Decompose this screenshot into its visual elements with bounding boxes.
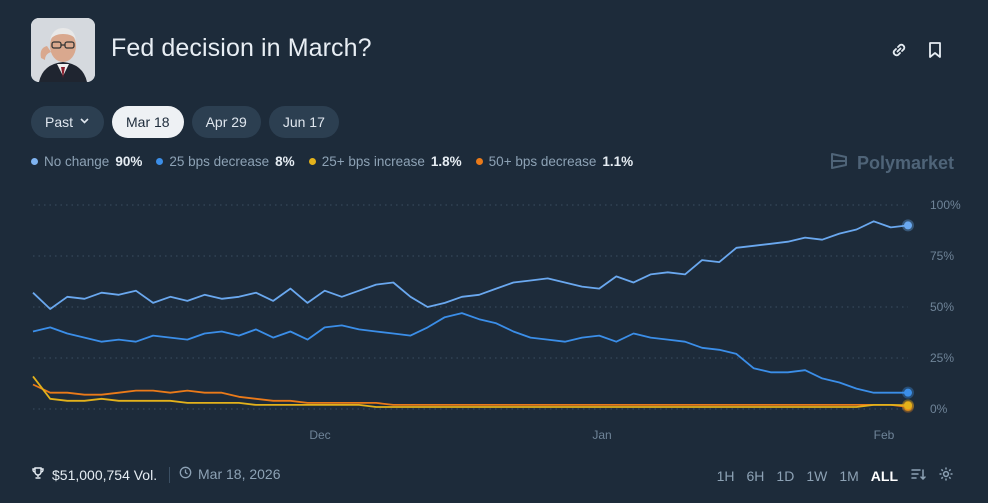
volume-info: $51,000,754 Vol. xyxy=(31,466,157,483)
tab-label: Jun 17 xyxy=(282,114,325,130)
x-tick-label: Jan xyxy=(592,428,611,442)
end-date: Mar 18, 2026 xyxy=(179,466,281,482)
tab-label: Past xyxy=(45,114,74,130)
series-line xyxy=(32,220,909,310)
bookmark-icon[interactable] xyxy=(925,40,945,60)
market-avatar xyxy=(31,18,95,82)
legend-value: 90% xyxy=(115,154,143,169)
volume-text: $51,000,754 Vol. xyxy=(52,466,158,483)
legend-value: 8% xyxy=(275,154,295,169)
legend-label: 50+ bps decrease xyxy=(488,154,597,169)
tab-label: Apr 29 xyxy=(205,114,247,130)
footer-divider xyxy=(169,467,170,483)
chart-footer: $51,000,754 Vol. Mar 18, 2026 1H 6H 1D 1… xyxy=(31,466,954,486)
legend-item-25bps-decrease: 25 bps decrease 8% xyxy=(156,154,295,169)
time-range-selector: 1H 6H 1D 1W 1M ALL xyxy=(717,466,954,485)
legend-dot xyxy=(308,158,316,165)
legend-dot xyxy=(475,158,483,165)
tab-apr-29[interactable]: Apr 29 xyxy=(191,106,261,138)
y-tick-label: 50% xyxy=(930,300,954,314)
range-1d[interactable]: 1D xyxy=(776,467,795,484)
range-1w[interactable]: 1W xyxy=(806,467,828,484)
series-end-point xyxy=(904,388,912,397)
brand-name: Polymarket xyxy=(856,153,954,173)
y-tick-label: 0% xyxy=(930,402,948,416)
market-header: Fed decision in March? xyxy=(31,18,961,82)
y-tick-label: 25% xyxy=(930,351,954,365)
legend-dot xyxy=(156,158,164,165)
legend-label: 25+ bps increase xyxy=(321,154,425,169)
trophy-icon xyxy=(31,466,45,483)
date-tabs: Past Mar 18 Apr 29 Jun 17 xyxy=(31,106,339,138)
page-title: Fed decision in March? xyxy=(111,34,372,62)
polymarket-logo-icon xyxy=(829,151,849,176)
x-tick-label: Dec xyxy=(309,428,330,442)
probability-chart[interactable]: 100% 75% 50% 25% 0% Dec Jan Feb xyxy=(0,190,988,450)
legend-item-no-change: No change 90% xyxy=(31,154,142,169)
legend-value: 1.8% xyxy=(430,154,462,169)
link-icon[interactable] xyxy=(889,40,909,60)
legend-value: 1.1% xyxy=(602,154,634,169)
legend-dot xyxy=(31,158,38,165)
clock-icon xyxy=(179,466,192,482)
sort-icon[interactable] xyxy=(910,466,926,485)
range-6h[interactable]: 6H xyxy=(746,467,765,484)
legend-label: 25 bps decrease xyxy=(169,154,270,169)
chart-legend: No change 90% 25 bps decrease 8% 25+ bps… xyxy=(31,154,633,169)
range-1m[interactable]: 1M xyxy=(839,467,859,484)
x-tick-label: Feb xyxy=(874,428,895,442)
legend-item-50bps-decrease: 50+ bps decrease 1.1% xyxy=(475,154,634,169)
tab-past[interactable]: Past xyxy=(31,106,105,138)
legend-label: No change xyxy=(44,154,110,169)
series-end-point xyxy=(904,221,912,230)
date-text: Mar 18, 2026 xyxy=(198,466,281,482)
tab-label: Mar 18 xyxy=(126,114,170,130)
tab-mar-18[interactable]: Mar 18 xyxy=(112,106,184,138)
series-line xyxy=(32,312,908,394)
chevron-down-icon xyxy=(79,115,90,129)
polymarket-brand: Polymarket xyxy=(829,151,954,176)
gear-icon[interactable] xyxy=(938,466,954,485)
y-tick-label: 100% xyxy=(930,198,961,212)
series-end-point xyxy=(904,401,912,410)
series-line xyxy=(32,375,909,408)
range-all[interactable]: ALL xyxy=(870,467,898,484)
series-line xyxy=(32,383,909,408)
legend-item-25bps-increase: 25+ bps increase 1.8% xyxy=(308,154,462,169)
y-tick-label: 75% xyxy=(930,249,954,263)
tab-jun-17[interactable]: Jun 17 xyxy=(268,106,339,138)
range-1h[interactable]: 1H xyxy=(716,467,735,484)
